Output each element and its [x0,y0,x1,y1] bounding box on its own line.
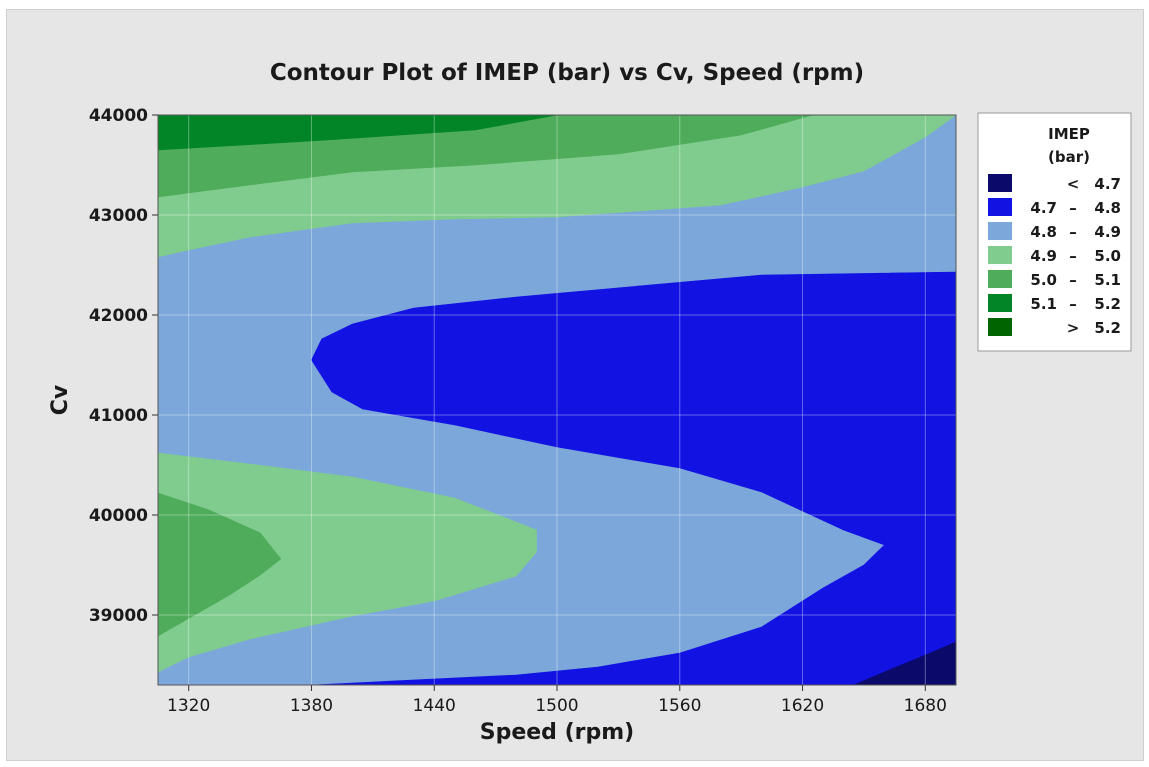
plot-area [158,115,956,685]
chart-title: Contour Plot of IMEP (bar) vs Cv, Speed … [270,60,864,86]
x-tick-label-4: 1560 [658,696,701,716]
legend: IMEP (bar) <4.74.7–4.84.8–4.94.9–5.05.0–… [977,112,1132,352]
legend-swatch-3 [988,246,1012,264]
y-axis: 39000 40000 41000 42000 43000 44000 [89,106,158,626]
contour-region-5 [158,452,537,673]
x-tick-label-6: 1680 [904,696,947,716]
legend-label-hi-1: 4.8 [1094,199,1121,217]
legend-label-op-5: – [1069,295,1077,313]
legend-label-hi-3: 5.0 [1094,247,1121,265]
y-axis-label: Cv [48,384,73,415]
contour-chart: Contour Plot of IMEP (bar) vs Cv, Speed … [48,60,1132,745]
legend-entries: <4.74.7–4.84.8–4.94.9–5.05.0–5.15.1–5.2>… [988,174,1121,337]
legend-swatch-0 [988,174,1012,192]
legend-label-op-4: – [1069,271,1077,289]
y-tick-label-0: 39000 [89,606,148,626]
legend-swatch-2 [988,222,1012,240]
legend-swatch-1 [988,198,1012,216]
contour-region-7 [853,641,956,685]
legend-label-op-2: – [1069,223,1077,241]
x-tick-label-3: 1500 [535,696,578,716]
legend-label-op-1: – [1069,199,1077,217]
legend-label-lo-2: 4.8 [1030,223,1057,241]
legend-label-hi-6: 5.2 [1094,319,1121,337]
legend-label-op-6: > [1067,319,1080,337]
y-tick-label-3: 42000 [89,306,148,326]
x-tick-label-2: 1440 [413,696,456,716]
legend-subtitle: (bar) [1048,148,1090,166]
x-axis-label: Speed (rpm) [480,720,634,745]
legend-swatch-5 [988,294,1012,312]
y-tick-label-2: 41000 [89,406,148,426]
legend-swatch-6 [988,318,1012,336]
legend-label-hi-4: 5.1 [1094,271,1121,289]
legend-label-lo-5: 5.1 [1030,295,1057,313]
contour-region-4 [311,271,956,685]
legend-label-hi-0: 4.7 [1094,175,1121,193]
legend-label-op-0: < [1067,175,1080,193]
y-tick-label-1: 40000 [89,506,148,526]
x-axis: 1320 1380 1440 1500 1560 1620 1680 [167,685,947,716]
x-tick-label-1: 1380 [290,696,333,716]
legend-label-hi-2: 4.9 [1094,223,1121,241]
legend-swatch-4 [988,270,1012,288]
legend-label-lo-3: 4.9 [1030,247,1057,265]
legend-label-op-3: – [1069,247,1077,265]
x-tick-label-5: 1620 [781,696,824,716]
y-tick-label-5: 44000 [89,106,148,126]
legend-label-lo-4: 5.0 [1030,271,1057,289]
legend-title: IMEP [1048,125,1090,143]
contour-region-6 [158,492,282,637]
x-tick-label-0: 1320 [167,696,210,716]
contour-region-3 [158,115,558,151]
grid-lines [158,114,956,685]
y-tick-label-4: 43000 [89,206,148,226]
legend-label-lo-1: 4.7 [1030,199,1057,217]
chart-figure: Contour Plot of IMEP (bar) vs Cv, Speed … [6,9,1144,761]
legend-label-hi-5: 5.2 [1094,295,1121,313]
